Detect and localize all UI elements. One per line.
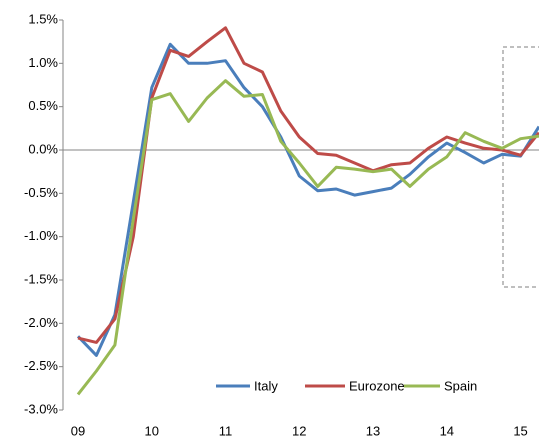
y-tick-label: -1.5%	[24, 271, 58, 286]
y-tick-label: -2.5%	[24, 358, 58, 373]
legend-label: Italy	[254, 378, 278, 393]
y-tick-label: 1.0%	[28, 55, 58, 70]
y-tick-label: -1.0%	[24, 228, 58, 243]
series-line	[77, 26, 539, 344]
legend-label: Spain	[444, 378, 477, 393]
series-line	[76, 79, 539, 396]
x-tick-label: 13	[366, 423, 380, 438]
y-tick-label: -3.0%	[24, 401, 58, 416]
x-tick-label: 09	[71, 423, 85, 438]
x-tick-label: 15	[513, 423, 527, 438]
x-tick-label: 14	[440, 423, 454, 438]
legend-label: Eurozone	[349, 378, 405, 393]
y-tick-label: -0.5%	[24, 185, 58, 200]
x-tick-label: 10	[145, 423, 159, 438]
forecast-box	[502, 46, 539, 288]
series-line	[76, 42, 539, 357]
y-tick-label: 1.5%	[28, 11, 58, 26]
y-tick-label: 0.5%	[28, 98, 58, 113]
y-tick-label: -2.0%	[24, 315, 58, 330]
x-tick-label: 12	[292, 423, 306, 438]
x-tick-label: 11	[219, 423, 233, 438]
y-tick-label: 0.0%	[28, 141, 58, 156]
